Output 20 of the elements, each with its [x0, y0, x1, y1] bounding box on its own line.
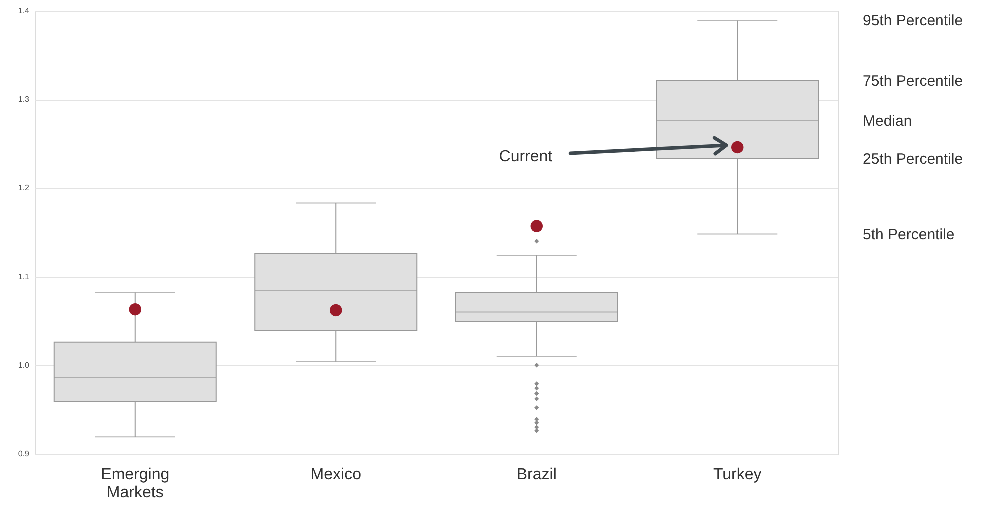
- point: [530, 220, 543, 232]
- x-tick-label: Mexico: [310, 466, 362, 484]
- x-tick-label: Brazil: [516, 466, 557, 484]
- point: [330, 304, 342, 317]
- y-tick-label: 1.2: [18, 184, 30, 193]
- text: 25th Percentile: [863, 150, 964, 168]
- point: [129, 303, 142, 316]
- text: 75th Percentile: [863, 72, 964, 90]
- x-tick-label: Turkey: [713, 466, 762, 484]
- text: Median: [863, 112, 912, 130]
- annotation: Current: [499, 148, 554, 166]
- y-tick-label: 1.1: [18, 272, 30, 282]
- point: [732, 141, 744, 154]
- y-tick-label: 1.0: [18, 360, 30, 370]
- x-tick-label: Emerging Markets: [101, 466, 170, 502]
- text: 5th Percentile: [863, 226, 955, 244]
- y-tick-label: 1.3: [18, 95, 30, 104]
- text: 95th Percentile: [863, 12, 964, 30]
- y-tick-label: 0.9: [18, 450, 30, 458]
- y-tick-label: 1.4: [18, 6, 30, 16]
